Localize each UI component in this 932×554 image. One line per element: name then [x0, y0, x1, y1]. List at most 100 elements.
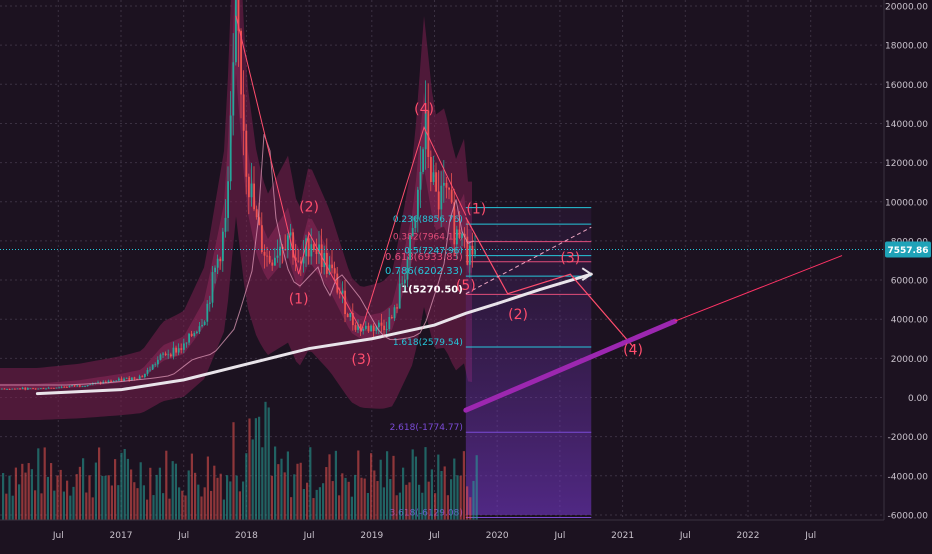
- candle-body: [55, 387, 58, 389]
- candle-body: [198, 326, 201, 332]
- volume-bar: [318, 487, 321, 520]
- candle-body: [328, 264, 331, 274]
- time-tick-label: 2017: [110, 531, 133, 541]
- current-price-label: 7557.86: [888, 246, 929, 256]
- volume-bar: [341, 473, 344, 520]
- candle-body: [45, 388, 47, 390]
- candle-body: [73, 385, 76, 387]
- price-axis-panel[interactable]: [884, 0, 932, 520]
- candle-body: [469, 245, 471, 265]
- candle-body: [372, 325, 375, 331]
- candle-body: [367, 325, 370, 332]
- candle-body: [404, 279, 406, 284]
- candle-body: [216, 258, 219, 268]
- volume-bar: [184, 495, 187, 520]
- candle-body: [81, 386, 84, 388]
- volume-bar: [283, 472, 286, 520]
- candle-body: [461, 233, 463, 238]
- fib-zone: [465, 207, 592, 515]
- candle-body: [131, 377, 133, 381]
- volume-bar: [91, 497, 94, 520]
- volume-bar: [411, 449, 414, 520]
- volume-bar: [85, 492, 88, 520]
- volume-bar: [370, 453, 373, 520]
- price-tick-label: 0.00: [908, 394, 928, 404]
- candle-body: [274, 257, 276, 266]
- volume-bar: [107, 475, 110, 520]
- volume-bar: [331, 481, 334, 520]
- volume-bar: [338, 495, 341, 520]
- candle-body: [128, 377, 131, 381]
- volume-bar: [462, 451, 465, 520]
- volume-bar: [37, 448, 40, 520]
- candle-body: [58, 387, 60, 389]
- volume-bar: [418, 484, 421, 520]
- volume-bar: [139, 462, 142, 520]
- candle-body: [1, 388, 3, 390]
- volume-bar: [350, 496, 353, 520]
- volume-bar: [344, 477, 347, 520]
- volume-bar: [251, 439, 254, 520]
- projected-wave-path: [465, 217, 634, 347]
- candle-body: [307, 238, 310, 257]
- price-tick-label: -6000.00: [888, 511, 929, 521]
- candle-body: [406, 259, 409, 280]
- candle-body: [401, 283, 404, 285]
- candle-body: [315, 249, 318, 255]
- overlay-lines: [0, 15, 843, 413]
- volume-bar: [363, 478, 366, 520]
- candle-body: [305, 238, 307, 257]
- volume-bar: [197, 484, 200, 520]
- candle-body: [336, 273, 339, 293]
- volume-bars: [2, 401, 478, 520]
- candle-body: [292, 232, 294, 258]
- volume-bar: [258, 416, 261, 520]
- current-price-tag: [885, 241, 931, 258]
- candle-body: [206, 303, 209, 322]
- candle-body: [11, 388, 14, 390]
- time-tick-label: Jul: [804, 531, 816, 541]
- candle-body: [263, 251, 266, 256]
- volume-bar: [162, 493, 165, 520]
- candle-body: [276, 255, 279, 258]
- volume-bar: [59, 469, 62, 520]
- candle-body: [289, 232, 292, 236]
- volume-bar: [181, 490, 184, 520]
- fib-level-label: 1(5270.50): [401, 284, 463, 295]
- candle-body: [177, 348, 180, 353]
- volume-bar: [168, 498, 171, 520]
- volume-bar: [373, 470, 376, 520]
- moving-average-arrow: [581, 267, 594, 282]
- candle-body: [331, 264, 333, 269]
- volume-bar: [299, 462, 302, 520]
- volume-bar: [101, 475, 104, 520]
- volume-bar: [117, 485, 120, 520]
- volume-bar: [94, 462, 97, 520]
- candle-body: [344, 290, 346, 315]
- time-axis-panel[interactable]: [0, 520, 932, 550]
- volume-bar: [210, 490, 213, 520]
- volume-bar: [149, 467, 152, 520]
- price-tick-label: -4000.00: [888, 472, 929, 482]
- candle-body: [302, 256, 305, 264]
- candle-body: [193, 333, 196, 337]
- volume-bar: [203, 487, 206, 520]
- candle-body: [183, 343, 185, 350]
- candle-body: [414, 219, 417, 229]
- candle-body: [268, 255, 271, 263]
- candle-body: [445, 182, 448, 188]
- candle-body: [141, 376, 144, 378]
- volume-bar: [69, 495, 72, 520]
- candle-body: [196, 331, 198, 334]
- volume-bar: [232, 422, 235, 520]
- price-tick-label: 12000.00: [885, 159, 928, 169]
- candle-body: [393, 307, 396, 319]
- candle-body: [383, 325, 385, 330]
- wave-label: (5): [456, 278, 476, 294]
- projection-line: [463, 318, 678, 413]
- candle-body: [27, 388, 29, 390]
- volume-bar: [248, 418, 251, 520]
- candle-body: [453, 202, 456, 245]
- volume-bar: [437, 454, 440, 520]
